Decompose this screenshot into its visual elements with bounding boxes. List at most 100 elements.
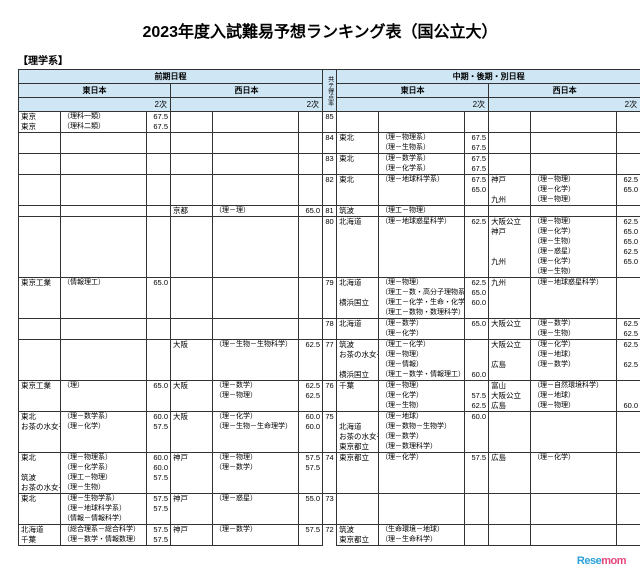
univ-cell: [19, 319, 61, 330]
watermark-mom: mom: [601, 555, 626, 567]
univ-cell: 千葉: [19, 535, 61, 546]
univ-cell: [337, 401, 379, 412]
score-cell: [299, 288, 323, 298]
dept-cell: [531, 432, 617, 442]
dept-cell: [213, 514, 299, 525]
univ-cell: [171, 164, 213, 175]
score-cell: [147, 350, 171, 360]
dept-cell: （理－数学）: [213, 463, 299, 473]
kyotsu-cell: 74: [323, 453, 337, 494]
score-cell: [465, 473, 489, 483]
dept-cell: （理－生物－生命理学）: [213, 422, 299, 432]
univ-cell: 北海道: [337, 319, 379, 330]
category-label: 【理学系】: [18, 52, 622, 67]
score-cell: [147, 195, 171, 206]
univ-cell: 大阪: [171, 340, 213, 351]
dept-cell: （理－物理）: [379, 381, 465, 392]
univ-cell: [337, 360, 379, 370]
score-cell: [147, 391, 171, 401]
score-cell: [617, 412, 640, 423]
score-cell: [617, 391, 640, 401]
dept-cell: [531, 112, 617, 123]
score-cell: [299, 143, 323, 154]
univ-cell: [19, 298, 61, 308]
univ-cell: [171, 350, 213, 360]
dept-cell: [61, 340, 147, 351]
univ-cell: 東北: [19, 453, 61, 464]
score-cell: [465, 535, 489, 546]
score-cell: [147, 514, 171, 525]
score-cell: [465, 329, 489, 340]
univ-cell: お茶の水女子: [337, 432, 379, 442]
score-cell: [617, 483, 640, 494]
univ-cell: 東京都立: [337, 442, 379, 453]
score-cell: [465, 504, 489, 514]
dept-cell: [61, 350, 147, 360]
univ-cell: 九州: [489, 278, 531, 289]
score-cell: [465, 122, 489, 133]
hdr-sub: 2次: [337, 98, 489, 112]
univ-cell: [489, 422, 531, 432]
score-cell: 60.0: [147, 412, 171, 423]
watermark-re: Rese: [577, 555, 601, 567]
univ-cell: [337, 494, 379, 505]
univ-cell: [19, 195, 61, 206]
score-cell: [147, 164, 171, 175]
univ-cell: 東北: [19, 412, 61, 423]
univ-cell: [19, 463, 61, 473]
univ-cell: [171, 133, 213, 144]
dept-cell: （理－数学系）: [379, 154, 465, 165]
kyotsu-cell: 77: [323, 340, 337, 381]
score-cell: [617, 535, 640, 546]
dept-cell: [379, 473, 465, 483]
univ-cell: 横浜国立: [337, 298, 379, 308]
dept-cell: [61, 154, 147, 165]
score-cell: [617, 350, 640, 360]
univ-cell: 東京: [19, 112, 61, 123]
univ-cell: [489, 432, 531, 442]
score-cell: 67.5: [465, 133, 489, 144]
dept-cell: [213, 308, 299, 319]
score-cell: 62.5: [617, 329, 640, 340]
univ-cell: [337, 329, 379, 340]
dept-cell: （理－地球惑星科学）: [379, 217, 465, 228]
dept-cell: [531, 164, 617, 175]
univ-cell: [171, 154, 213, 165]
univ-cell: 筑波: [337, 340, 379, 351]
dept-cell: [531, 514, 617, 525]
univ-cell: [337, 237, 379, 247]
univ-cell: [489, 164, 531, 175]
score-cell: [465, 237, 489, 247]
univ-cell: [489, 122, 531, 133]
dept-cell: （理－数物－生物学）: [379, 422, 465, 432]
score-cell: [147, 298, 171, 308]
score-cell: 57.5: [147, 473, 171, 483]
score-cell: [617, 432, 640, 442]
score-cell: [147, 154, 171, 165]
score-cell: 65.0: [147, 278, 171, 289]
dept-cell: [213, 319, 299, 330]
univ-cell: 大阪: [171, 381, 213, 392]
univ-cell: [489, 504, 531, 514]
score-cell: [147, 288, 171, 298]
univ-cell: [489, 370, 531, 381]
dept-cell: [61, 237, 147, 247]
score-cell: [617, 154, 640, 165]
score-cell: [617, 453, 640, 464]
univ-cell: お茶の水女子: [19, 422, 61, 432]
dept-cell: （理－惑星）: [531, 247, 617, 257]
univ-cell: 筑波: [337, 525, 379, 536]
dept-cell: （理－物理）: [213, 453, 299, 464]
univ-cell: [19, 340, 61, 351]
univ-cell: [19, 329, 61, 340]
dept-cell: [531, 473, 617, 483]
score-cell: [465, 514, 489, 525]
score-cell: [299, 217, 323, 228]
dept-cell: [213, 154, 299, 165]
dept-cell: [213, 175, 299, 186]
univ-cell: [171, 185, 213, 195]
dept-cell: [531, 494, 617, 505]
univ-cell: [171, 237, 213, 247]
score-cell: 60.0: [299, 422, 323, 432]
univ-cell: 北海道: [337, 422, 379, 432]
